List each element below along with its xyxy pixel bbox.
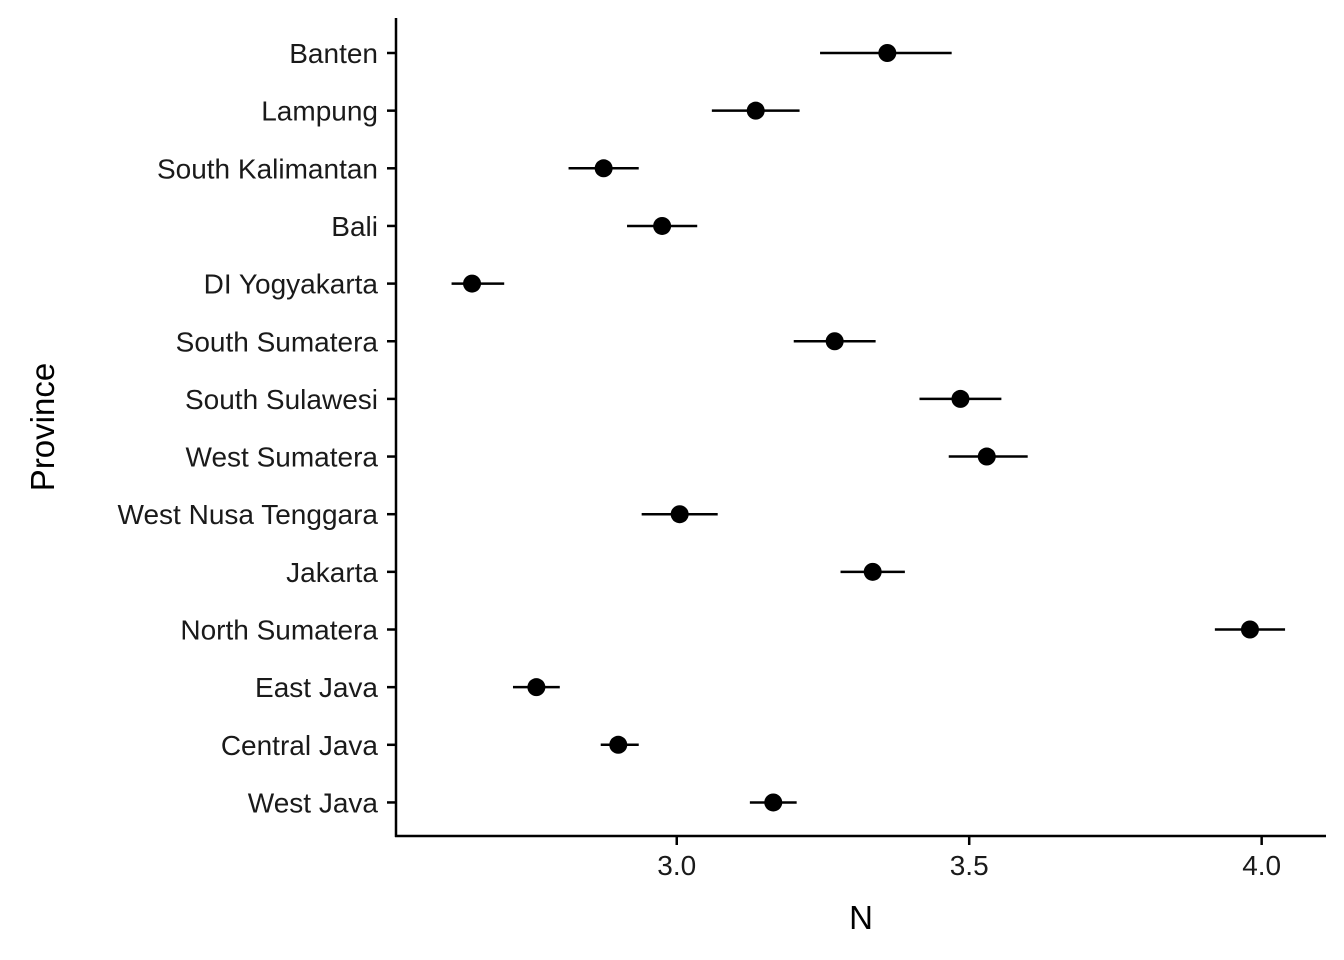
y-tick-label: Banten	[289, 38, 378, 69]
y-tick-label: DI Yogyakarta	[204, 269, 379, 300]
y-tick-label: East Java	[255, 672, 378, 703]
x-tick-label: 3.5	[950, 850, 989, 881]
data-point	[594, 159, 613, 178]
y-tick-label: West Nusa Tenggara	[118, 499, 379, 530]
data-point	[653, 216, 672, 235]
data-point	[863, 562, 882, 581]
y-axis-title: Province	[24, 363, 61, 491]
plot-area	[451, 44, 1286, 812]
y-axis: Banten Lampung South Kalimantan Bali DI Yogy…	[118, 38, 396, 818]
y-tick-label: Central Java	[221, 730, 379, 761]
y-tick-label: Bali	[331, 211, 378, 242]
y-tick-label: North Sumatera	[180, 615, 378, 646]
y-tick-label: South Sumatera	[176, 326, 379, 357]
data-point	[825, 332, 844, 351]
data-point	[977, 447, 996, 466]
y-tick-label: West Java	[248, 787, 379, 818]
data-point	[609, 735, 628, 754]
data-point	[463, 274, 482, 293]
data-point	[878, 44, 897, 62]
data-point	[746, 101, 765, 120]
y-tick-label: Lampung	[261, 96, 378, 127]
x-tick-label: 3.0	[657, 850, 696, 881]
y-tick-label: South Sulawesi	[185, 384, 378, 415]
x-axis: 3.0 3.5 4.0	[657, 836, 1281, 881]
y-tick-label: South Kalimantan	[157, 153, 378, 184]
data-point	[670, 505, 689, 524]
x-axis-title: N	[849, 899, 873, 936]
x-tick-label: 4.0	[1242, 850, 1281, 881]
y-tick-label: West Sumatera	[186, 442, 379, 473]
y-tick-label: Jakarta	[286, 557, 378, 588]
data-point	[764, 793, 783, 812]
data-point	[527, 678, 546, 697]
data-point	[951, 389, 970, 408]
data-point	[1240, 620, 1259, 639]
